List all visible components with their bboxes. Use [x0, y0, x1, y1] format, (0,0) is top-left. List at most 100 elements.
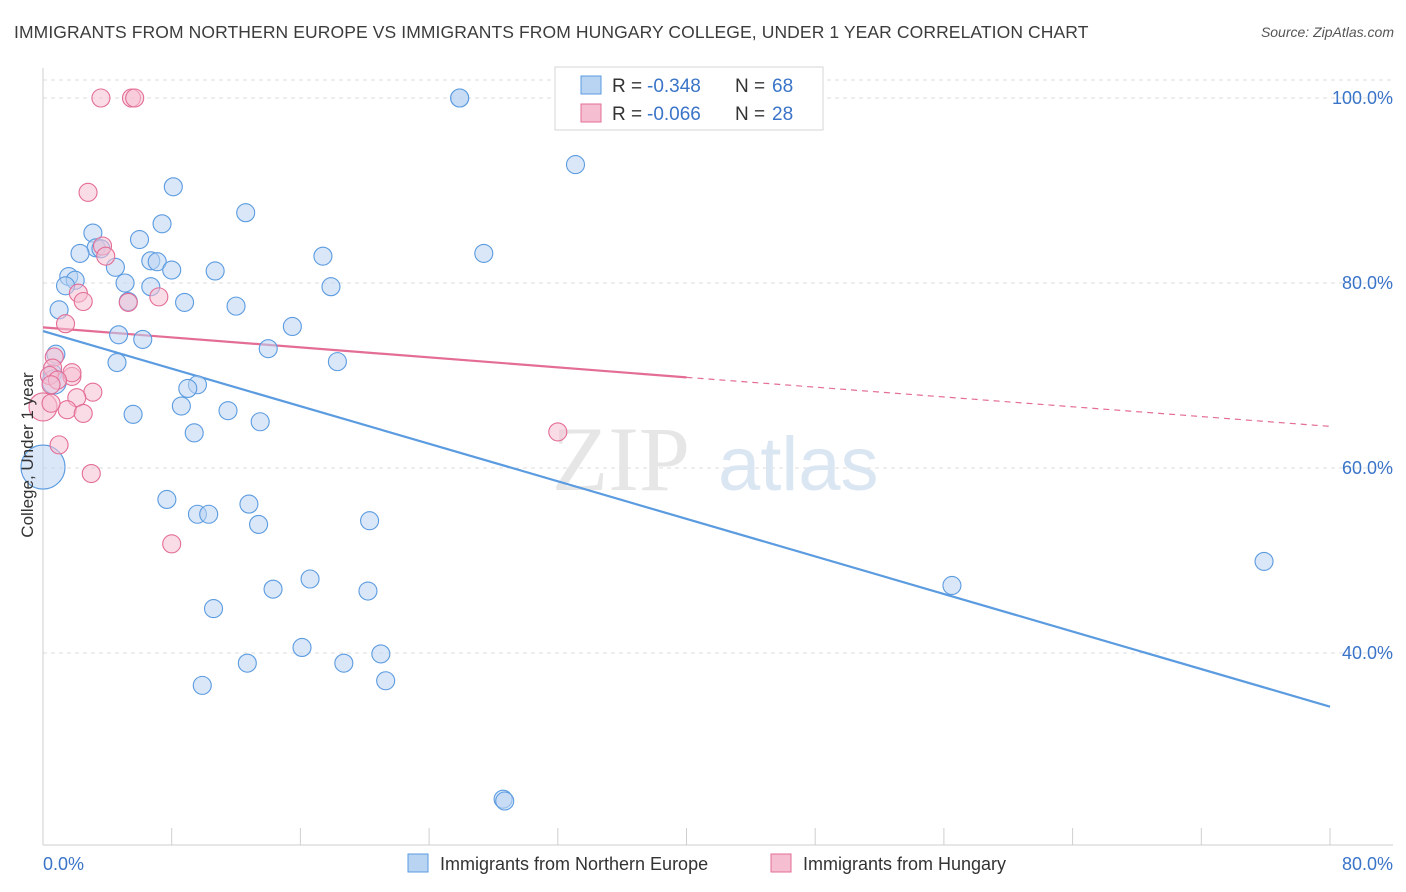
point-northern-europe-14 — [147, 252, 167, 272]
legend-n-value-2: 28 — [772, 104, 793, 125]
point-northern-europe-41 — [123, 404, 143, 424]
point-northern-europe-57 — [292, 637, 312, 658]
bottom-legend-swatch-pink — [770, 853, 792, 873]
legend-r-label-2: R = — [612, 104, 642, 125]
point-northern-europe-31 — [258, 339, 278, 359]
point-northern-europe-50 — [360, 511, 380, 531]
y-tick-label-80: 80.0% — [1342, 273, 1393, 293]
x-tick-labels: 0.0% 80.0% — [43, 854, 1393, 874]
legend-n-label-2: N = — [735, 104, 765, 125]
bottom-legend-label-pink: Immigrants from Hungary — [803, 854, 1006, 874]
point-northern-europe-61 — [192, 675, 212, 695]
point-northern-europe-48 — [199, 504, 219, 524]
point-northern-europe-20 — [115, 273, 135, 293]
point-hungary-8 — [118, 292, 138, 312]
point-northern-europe-30 — [133, 329, 153, 349]
gridlines — [43, 79, 1393, 654]
data-points — [20, 88, 1274, 811]
point-northern-europe-64 — [495, 791, 515, 811]
legend-r-value-1: -0.348 — [647, 76, 701, 97]
bottom-legend-label-blue: Immigrants from Northern Europe — [440, 854, 708, 874]
y-tick-label-60: 60.0% — [1342, 458, 1393, 478]
point-northern-europe-33 — [327, 352, 347, 372]
point-northern-europe-23 — [321, 277, 341, 297]
point-hungary-9 — [149, 287, 169, 307]
bottom-legend-swatch-blue — [407, 853, 429, 873]
point-northern-europe-44 — [20, 444, 66, 490]
trend-line-0 — [42, 330, 1331, 708]
point-northern-europe-45 — [157, 489, 177, 510]
legend-r-label-1: R = — [612, 76, 642, 97]
watermark: ZIP atlas — [552, 408, 879, 510]
point-northern-europe-11 — [313, 246, 333, 266]
point-hungary-27 — [41, 375, 61, 395]
point-northern-europe-40 — [218, 401, 238, 421]
point-hungary-20 — [73, 403, 93, 423]
x-tick-max: 80.0% — [1342, 854, 1393, 874]
point-northern-europe-46 — [239, 494, 259, 514]
y-tick-labels: 40.0% 60.0% 80.0% 100.0% — [1332, 88, 1393, 663]
point-hungary-7 — [73, 291, 93, 312]
point-northern-europe-4 — [236, 203, 256, 223]
point-northern-europe-55 — [358, 581, 378, 601]
point-hungary-3 — [78, 182, 98, 202]
point-northern-europe-17 — [205, 261, 225, 281]
point-northern-europe-38 — [178, 378, 198, 399]
point-northern-europe-54 — [263, 579, 283, 599]
point-northern-europe-5 — [152, 214, 172, 234]
point-northern-europe-52 — [1254, 551, 1274, 571]
legend-swatch-pink — [580, 103, 602, 123]
point-northern-europe-59 — [237, 653, 257, 673]
point-hungary-2 — [125, 88, 145, 108]
point-northern-europe-3 — [163, 177, 183, 197]
watermark-atlas: atlas — [718, 422, 879, 507]
point-hungary-10 — [55, 314, 76, 334]
point-hungary-5 — [96, 246, 116, 266]
point-northern-europe-49 — [249, 514, 269, 534]
point-northern-europe-56 — [203, 599, 224, 619]
point-northern-europe-53 — [300, 569, 320, 589]
point-hungary-23 — [49, 435, 69, 455]
point-hungary-17 — [83, 382, 103, 402]
point-northern-europe-25 — [175, 292, 195, 312]
legend: R = -0.348 N = 68 R = -0.066 N = 28 — [554, 66, 824, 131]
legend-n-value-1: 68 — [772, 76, 793, 97]
point-hungary-22 — [41, 393, 61, 413]
point-northern-europe-51 — [942, 575, 962, 596]
point-northern-europe-29 — [109, 325, 129, 345]
point-hungary-25 — [548, 422, 568, 442]
point-northern-europe-43 — [184, 423, 204, 443]
legend-r-value-2: -0.066 — [647, 104, 701, 125]
point-northern-europe-16 — [162, 260, 182, 280]
point-northern-europe-2 — [565, 155, 586, 175]
point-hungary-19 — [57, 400, 77, 420]
point-northern-europe-10 — [70, 243, 90, 263]
y-tick-label-40: 40.0% — [1342, 643, 1393, 663]
point-northern-europe-58 — [371, 644, 391, 664]
legend-n-label-1: N = — [735, 76, 765, 97]
point-hungary-26 — [162, 534, 182, 554]
point-northern-europe-39 — [171, 396, 191, 416]
point-northern-europe-42 — [250, 412, 270, 432]
point-northern-europe-1 — [450, 88, 470, 108]
point-northern-europe-34 — [107, 352, 127, 373]
point-northern-europe-12 — [474, 243, 494, 263]
trend-line-dashed-1 — [686, 376, 1331, 427]
watermark-zip: ZIP — [552, 408, 690, 510]
source-credit: Source: ZipAtlas.com — [1260, 24, 1394, 40]
trend-lines — [42, 326, 1331, 708]
point-northern-europe-62 — [376, 671, 396, 691]
y-tick-label-100: 100.0% — [1332, 88, 1393, 108]
y-axis-label: College, Under 1 year — [18, 372, 37, 538]
legend-swatch-blue — [580, 75, 602, 95]
point-hungary-0 — [91, 88, 111, 108]
point-northern-europe-7 — [129, 229, 150, 250]
bottom-legend: Immigrants from Northern Europe Immigran… — [407, 853, 1006, 874]
point-northern-europe-26 — [226, 296, 246, 316]
point-northern-europe-60 — [334, 653, 354, 673]
point-hungary-24 — [81, 463, 101, 484]
chart-title: IMMIGRANTS FROM NORTHERN EUROPE VS IMMIG… — [14, 22, 1089, 42]
x-tick-min: 0.0% — [43, 854, 84, 874]
point-northern-europe-28 — [282, 316, 302, 337]
